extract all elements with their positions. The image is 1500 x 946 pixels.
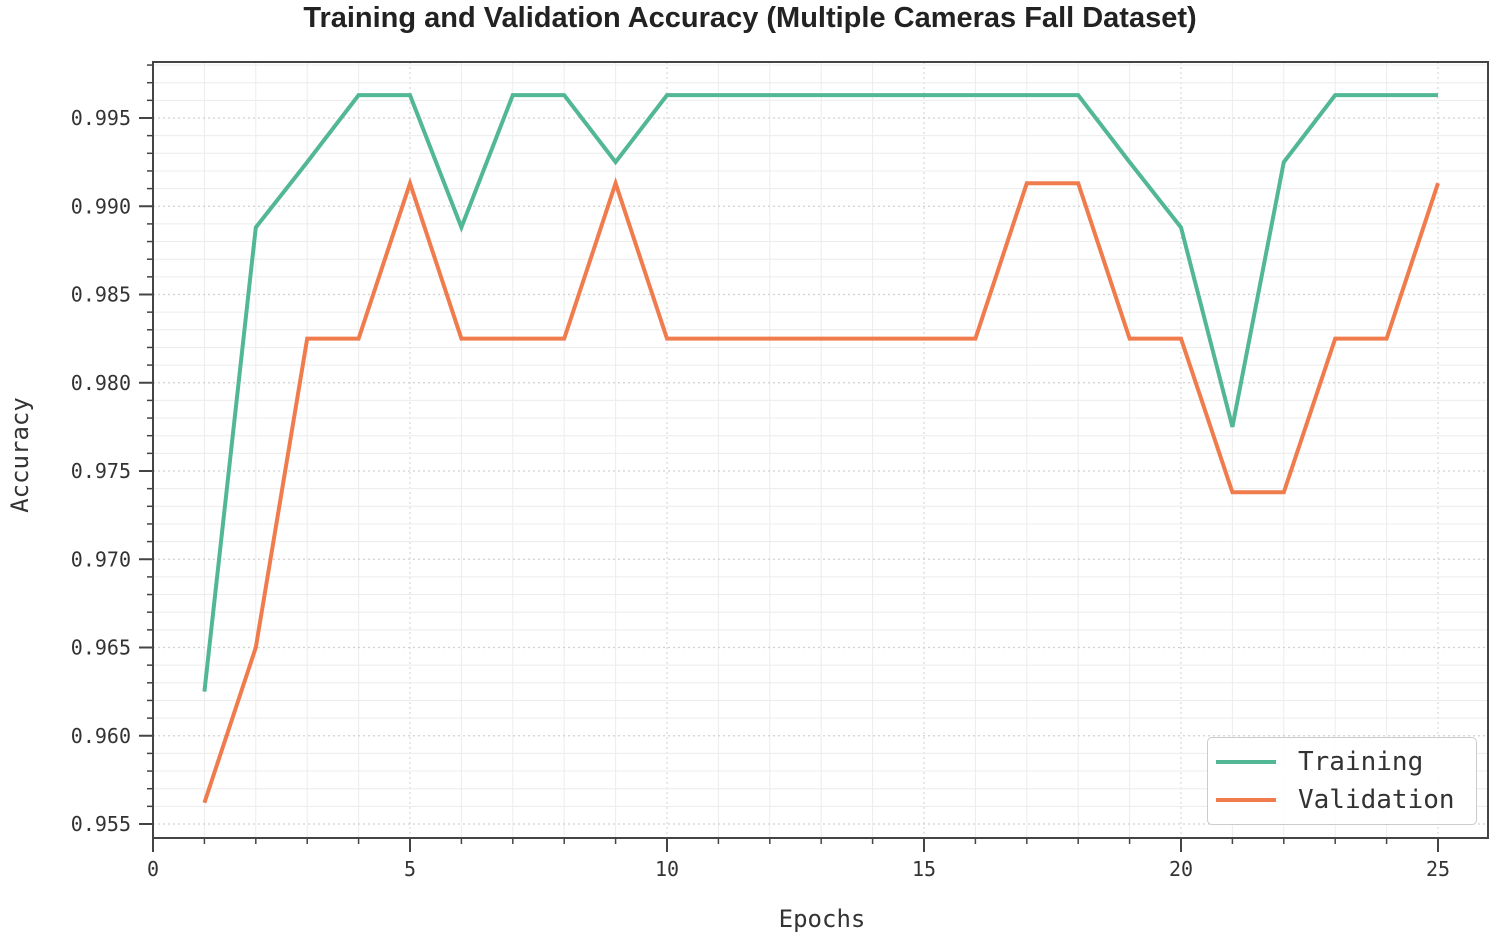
y-tick-label: 0.965 [71,636,131,660]
y-tick-label: 0.995 [71,106,131,130]
x-axis-label: Epochs [778,905,866,933]
legend-label-validation: Validation [1298,785,1455,815]
y-tick-label: 0.990 [71,194,131,218]
y-tick-label: 0.985 [71,283,131,307]
x-tick-label: 10 [655,857,679,881]
x-tick-label: 15 [912,857,936,881]
x-tick-label: 5 [404,857,416,881]
series-line-validation [202,176,1440,804]
legend: Training Validation [1207,737,1477,825]
legend-swatch-validation [1216,798,1276,802]
x-tick-label: 20 [1169,857,1193,881]
x-tick-label: 0 [147,857,159,881]
series-line-training [202,93,1438,692]
x-tick-label: 25 [1426,857,1450,881]
axis-ticks: 0 5 10 15 20 25 0.955 0.960 0.965 0.970 0.975 0.980… [71,64,1450,881]
chart-title: Training and Validation Accuracy (Multip… [303,2,1197,34]
y-tick-label: 0.955 [71,812,131,836]
grid-lines [152,62,1488,838]
legend-swatch-training [1216,760,1276,764]
y-tick-label: 0.980 [71,371,131,395]
y-tick-label: 0.975 [71,459,131,483]
legend-item-training: Training [1216,747,1423,777]
legend-label-training: Training [1298,747,1424,777]
data-series [202,93,1440,804]
y-tick-label: 0.960 [71,724,131,748]
axes-frame [152,61,1489,839]
legend-item-validation: Validation [1216,785,1455,815]
y-tick-label: 0.970 [71,547,131,571]
